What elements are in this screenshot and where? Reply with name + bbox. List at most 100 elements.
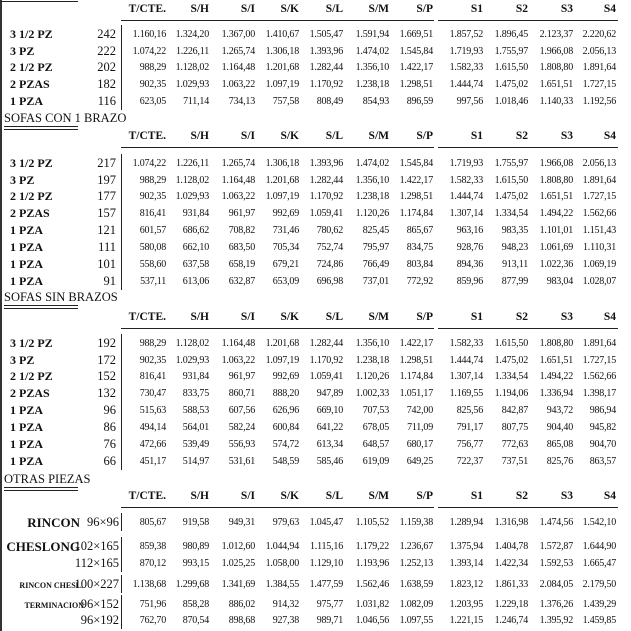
- price-cell: 1.097,19: [265, 355, 300, 366]
- price-cell: 1.174,84: [399, 371, 434, 382]
- price-cell: 1.265,74: [221, 46, 256, 57]
- price-cell: 914,32: [272, 599, 300, 610]
- price-cell: 1.097,19: [265, 191, 300, 202]
- price-cell: 1.891,64: [582, 338, 617, 349]
- price-cell: 931,84: [182, 371, 210, 382]
- price-cell: 1.444,74: [449, 191, 484, 202]
- price-cell: 1.229,18: [494, 599, 529, 610]
- price-cell: 2.179,50: [582, 579, 617, 590]
- price-cell: 1.129,10: [309, 558, 344, 569]
- price-cell: 752,74: [316, 242, 344, 253]
- row-label: 3 PZ: [10, 44, 35, 58]
- price-cell: 1.221,15: [449, 615, 484, 626]
- price-cell: 662,10: [182, 242, 210, 253]
- column-header: S/K: [280, 490, 299, 502]
- row-separator: [121, 187, 122, 205]
- price-cell: 1.252,13: [399, 558, 434, 569]
- price-cell: 1.282,44: [309, 175, 344, 186]
- price-cell: 986,94: [589, 405, 617, 416]
- price-cell: 711,09: [407, 422, 433, 433]
- price-cell: 1.307,14: [449, 208, 484, 219]
- price-cell: 1.045,47: [309, 517, 344, 528]
- price-cell: 1.029,93: [175, 79, 210, 90]
- row-label: 2 PZAS: [10, 386, 50, 400]
- price-cell: 1.393,14: [449, 558, 484, 569]
- price-cell: 1.475,02: [494, 79, 529, 90]
- price-cell: 1.545,84: [399, 158, 434, 169]
- row-separator: [121, 334, 122, 352]
- price-cell: 1.966,08: [539, 46, 574, 57]
- price-cell: 1.002,33: [355, 388, 390, 399]
- price-cell: 1.063,22: [221, 79, 256, 90]
- price-cell: 1.031,82: [355, 599, 390, 610]
- column-header: S/K: [280, 130, 299, 142]
- section-title-underline: [4, 487, 78, 488]
- price-cell: 1.059,41: [309, 371, 344, 382]
- section-title: SOFAS SIN BRAZOS: [4, 290, 118, 304]
- price-cell: 514,97: [182, 456, 210, 467]
- column-header: S/K: [280, 311, 299, 323]
- price-cell: 2.056,13: [582, 158, 617, 169]
- price-cell: 791,17: [456, 422, 484, 433]
- column-header: S/I: [240, 490, 255, 502]
- price-cell: 737,01: [362, 276, 390, 287]
- price-cell: 1.306,18: [265, 46, 300, 57]
- price-cell: 825,45: [362, 225, 390, 236]
- price-cell: 1.665,47: [582, 558, 617, 569]
- price-cell: 833,75: [182, 388, 210, 399]
- price-cell: 564,01: [182, 422, 210, 433]
- column-header: S1: [470, 130, 483, 142]
- price-cell: 993,15: [182, 558, 210, 569]
- price-cell: 1.719,93: [449, 158, 484, 169]
- price-cell: 1.545,84: [399, 46, 434, 57]
- price-cell: 734,13: [228, 96, 256, 107]
- row-label: 1 PZA: [10, 240, 43, 254]
- row-label: 3 1/2 PZ: [10, 336, 53, 350]
- column-header: S/I: [240, 311, 255, 323]
- price-cell: 1.307,14: [449, 371, 484, 382]
- price-cell: 1.128,02: [175, 62, 210, 73]
- column-header: S2: [515, 130, 528, 142]
- price-cell: 762,70: [139, 615, 167, 626]
- price-cell: 1.105,52: [355, 517, 390, 528]
- price-cell: 896,59: [406, 96, 434, 107]
- column-header: S/L: [325, 490, 343, 502]
- price-cell: 1.164,48: [221, 338, 256, 349]
- price-cell: 1.638,59: [399, 579, 434, 590]
- section-title: OTRAS PIEZAS: [4, 472, 91, 486]
- price-cell: 1.334,54: [494, 371, 529, 382]
- price-cell: 1.592,53: [539, 558, 574, 569]
- column-header: S4: [603, 3, 616, 15]
- price-cell: 1.422,17: [399, 175, 434, 186]
- price-cell: 888,20: [272, 388, 300, 399]
- price-cell: 1.159,38: [399, 517, 434, 528]
- price-cell: 989,71: [316, 615, 344, 626]
- price-cell: 1.542,10: [582, 517, 617, 528]
- price-cell: 600,84: [272, 422, 300, 433]
- section-title-underline: [4, 126, 78, 127]
- price-cell: 975,77: [316, 599, 344, 610]
- price-cell: 1.410,67: [265, 29, 300, 40]
- row-separator: [121, 367, 122, 385]
- price-cell: 648,57: [362, 439, 390, 450]
- price-cell: 1.097,55: [399, 615, 434, 626]
- row-label: 3 PZ: [10, 173, 35, 187]
- price-cell: 451,17: [139, 456, 167, 467]
- price-cell: 1.505,47: [309, 29, 344, 40]
- price-cell: 705,34: [272, 242, 300, 253]
- price-cell: 1.110,31: [582, 242, 616, 253]
- price-cell: 658,19: [228, 259, 256, 270]
- row-separator: [121, 92, 122, 110]
- column-header: T/CTE.: [128, 3, 166, 15]
- price-cell: 472,66: [139, 439, 167, 450]
- price-cell: 870,12: [139, 558, 167, 569]
- price-cell: 1.356,10: [355, 338, 390, 349]
- row-separator: [121, 42, 122, 60]
- row-separator: [121, 272, 122, 290]
- row-dimension: 100×227: [74, 577, 119, 591]
- row-code: 132: [97, 386, 116, 400]
- row-label: RINCON: [27, 515, 80, 530]
- price-cell: 963,16: [456, 225, 484, 236]
- price-cell: 988,29: [139, 62, 167, 73]
- row-separator: [121, 418, 122, 436]
